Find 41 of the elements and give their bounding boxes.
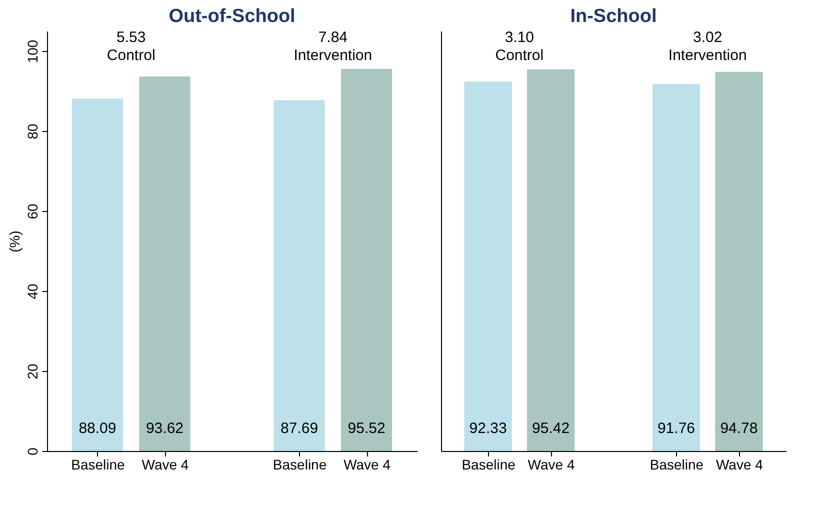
x-tick-label: Baseline [462, 456, 516, 472]
chart-title: Out-of-School [168, 6, 296, 27]
annotation: Intervention [668, 47, 747, 64]
bar [464, 82, 512, 451]
y-tick-label: 40 [24, 284, 40, 300]
y-tick-label: 60 [24, 204, 40, 220]
x-tick-label: Wave 4 [528, 456, 575, 472]
annotation: 3.10 [504, 29, 534, 46]
y-tick-label: 80 [24, 124, 40, 140]
bar [72, 98, 124, 451]
y-axis-title: (%) [6, 230, 22, 252]
y-tick-label: 100 [24, 40, 40, 64]
data-label: 95.52 [348, 420, 386, 437]
x-tick-label: Baseline [650, 456, 704, 472]
y-tick-label: 20 [24, 364, 40, 380]
annotation: Control [495, 47, 544, 64]
data-label: 95.42 [532, 420, 570, 437]
bar [652, 84, 700, 451]
chart-title: In-School [570, 6, 657, 27]
x-tick-label: Wave 4 [716, 456, 764, 472]
annotation: 5.53 [116, 29, 146, 46]
annotation: Intervention [294, 47, 372, 64]
y-tick-label: 0 [24, 447, 40, 456]
data-label: 88.09 [78, 420, 116, 437]
x-tick-label: Wave 4 [142, 456, 189, 472]
x-tick-label: Baseline [71, 456, 126, 472]
bar [526, 69, 575, 451]
annotation: 7.84 [318, 29, 348, 46]
data-label: 92.33 [469, 420, 507, 437]
bar [274, 100, 325, 451]
data-label: 87.69 [280, 420, 318, 437]
bar [340, 68, 392, 451]
bar [139, 76, 190, 451]
data-label: 91.76 [657, 420, 695, 437]
data-label: 94.78 [720, 420, 758, 437]
x-tick-label: Baseline [272, 456, 327, 472]
data-label: 93.62 [146, 420, 184, 437]
annotation: 3.02 [692, 29, 722, 46]
x-tick-label: Wave 4 [344, 456, 391, 472]
annotation: Control [106, 47, 156, 64]
bar [715, 72, 763, 451]
